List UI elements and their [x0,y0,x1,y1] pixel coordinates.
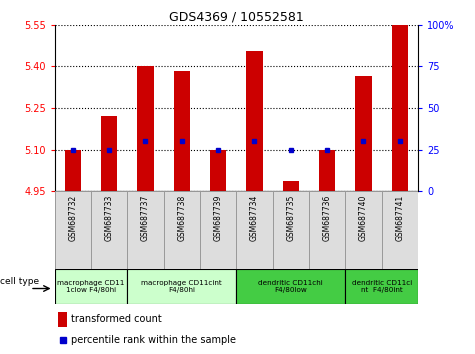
FancyBboxPatch shape [127,191,163,269]
FancyBboxPatch shape [91,191,127,269]
FancyBboxPatch shape [309,191,345,269]
Text: GSM687741: GSM687741 [395,195,404,241]
Bar [65,150,81,191]
Text: macrophage CD11
1clow F4/80hi: macrophage CD11 1clow F4/80hi [57,280,124,293]
FancyBboxPatch shape [237,191,273,269]
Text: GSM687732: GSM687732 [68,195,77,241]
Text: GSM687740: GSM687740 [359,195,368,241]
FancyBboxPatch shape [163,191,200,269]
FancyBboxPatch shape [200,191,237,269]
Bar [355,76,371,191]
Bar [101,116,117,191]
Bar [319,150,335,191]
FancyBboxPatch shape [273,191,309,269]
Text: GSM687736: GSM687736 [323,195,332,241]
Bar [58,312,67,327]
Text: cell type: cell type [0,277,38,286]
Text: GSM687735: GSM687735 [286,195,295,241]
FancyBboxPatch shape [55,191,91,269]
Bar [137,67,153,191]
Title: GDS4369 / 10552581: GDS4369 / 10552581 [169,11,304,24]
Text: GSM687739: GSM687739 [214,195,223,241]
Text: dendritic CD11ci
nt  F4/80int: dendritic CD11ci nt F4/80int [352,280,412,293]
Bar [283,182,299,191]
Text: GSM687734: GSM687734 [250,195,259,241]
Bar [210,150,226,191]
Text: macrophage CD11cint
F4/80hi: macrophage CD11cint F4/80hi [142,280,222,293]
FancyBboxPatch shape [237,269,345,304]
FancyBboxPatch shape [127,269,237,304]
FancyBboxPatch shape [345,269,418,304]
Bar [174,70,190,191]
Text: dendritic CD11chi
F4/80low: dendritic CD11chi F4/80low [258,280,323,293]
Text: transformed count: transformed count [71,314,162,325]
FancyBboxPatch shape [345,191,381,269]
FancyBboxPatch shape [55,269,127,304]
Text: GSM687738: GSM687738 [177,195,186,241]
Text: GSM687733: GSM687733 [104,195,114,241]
Text: percentile rank within the sample: percentile rank within the sample [71,335,236,345]
Bar [392,25,408,191]
FancyBboxPatch shape [381,191,418,269]
Bar [247,51,263,191]
Text: GSM687737: GSM687737 [141,195,150,241]
